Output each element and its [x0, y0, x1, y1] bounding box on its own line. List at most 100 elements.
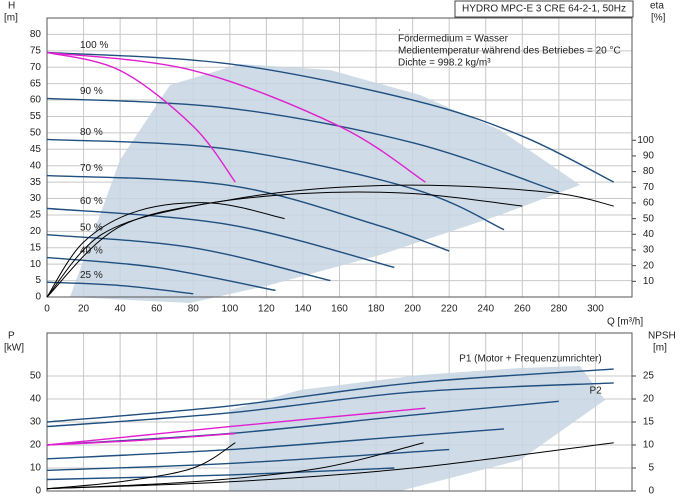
y-tick-label: 0: [35, 486, 41, 497]
y2-label: NPSH: [648, 331, 676, 342]
curve-label: 40 %: [80, 245, 103, 256]
y-label: H: [8, 1, 15, 12]
y-unit: [m]: [4, 13, 18, 24]
curve: [46, 256, 276, 292]
curve-label: 60 %: [80, 196, 103, 207]
y2-tick-label: 60: [643, 198, 655, 209]
note: .: [398, 23, 401, 34]
x-tick-label: 280: [551, 304, 568, 315]
x-tick-label: 20: [78, 304, 90, 315]
y2-tick-label: 30: [643, 245, 655, 256]
y-tick-label: 50: [30, 371, 42, 382]
y2-tick-label: 0: [648, 486, 654, 497]
y-label: P: [8, 331, 15, 342]
y-tick-label: 30: [30, 193, 42, 204]
y-tick-label: 25: [30, 210, 42, 221]
curve-label: 100 %: [80, 40, 108, 51]
y-tick-label: 80: [30, 29, 42, 40]
curve-label: 90 %: [80, 86, 103, 97]
y2-tick-label: 25: [643, 371, 655, 382]
curve: [46, 51, 236, 183]
x-tick-label: 40: [115, 304, 127, 315]
plot-frame: [46, 332, 633, 492]
y-tick-label: 75: [30, 45, 42, 56]
y-tick-label: 40: [30, 394, 42, 405]
y2-label: eta: [650, 1, 664, 12]
curve: [46, 191, 523, 298]
y2-unit: [m]: [653, 343, 667, 354]
y2-tick-label: 100: [637, 135, 654, 146]
y2-tick-label: 20: [643, 260, 655, 271]
curve-label: P2: [589, 386, 602, 397]
y2-tick-label: 80: [643, 166, 655, 177]
curve-label: P1 (Motor + Frequenzumrichter): [459, 354, 602, 365]
curve: [46, 281, 194, 295]
curve: [46, 51, 615, 183]
title-box: [454, 0, 634, 18]
x-tick-label: 200: [404, 304, 421, 315]
x-tick-label: 0: [44, 304, 50, 315]
x-label: Q [m³/h]: [607, 317, 643, 328]
x-tick-label: 300: [587, 304, 604, 315]
note: Medientemperatur während des Betriebes =…: [398, 46, 621, 57]
y-tick-label: 65: [30, 78, 42, 89]
plot-frame: [46, 17, 633, 298]
curve: [46, 428, 505, 460]
note: Dichte = 998.2 kg/m³: [398, 58, 491, 69]
curve: [46, 184, 614, 298]
y2-tick-label: 50: [643, 213, 655, 224]
y2-tick-label: 5: [648, 463, 654, 474]
chart-title: HYDRO MPC-E 3 CRE 64-2-1, 50Hz: [462, 4, 626, 15]
y-tick-label: 10: [30, 259, 42, 270]
curve: [46, 467, 395, 481]
curve: [46, 233, 331, 282]
y-tick-label: 55: [30, 111, 42, 122]
x-tick-label: 160: [331, 304, 348, 315]
y2-unit: [%]: [651, 13, 666, 24]
curve: [46, 368, 614, 423]
y-tick-label: 35: [30, 177, 42, 188]
y-tick-label: 70: [30, 62, 42, 73]
curve: [46, 174, 450, 252]
y-tick-label: 60: [30, 95, 42, 106]
curve: [46, 382, 614, 428]
x-tick-label: 240: [477, 304, 494, 315]
y2-tick-label: 90: [643, 151, 655, 162]
y-tick-label: 50: [30, 128, 42, 139]
curve: [46, 51, 426, 183]
x-tick-label: 260: [514, 304, 531, 315]
x-tick-label: 120: [258, 304, 275, 315]
curve-label: 70 %: [80, 163, 103, 174]
y2-tick-label: 20: [643, 394, 655, 405]
curve-label: 50 %: [80, 222, 103, 233]
y-tick-label: 40: [30, 160, 42, 171]
curve: [46, 202, 285, 298]
y-tick-label: 45: [30, 144, 42, 155]
curve: [46, 432, 236, 446]
y-tick-label: 20: [30, 226, 42, 237]
curve: [46, 442, 424, 490]
curve: [46, 138, 505, 231]
operating-area: [230, 366, 605, 491]
curve: [46, 442, 614, 490]
y-unit: [kW]: [4, 343, 24, 354]
curve: [46, 448, 450, 472]
x-tick-label: 180: [368, 304, 385, 315]
y-tick-label: 10: [30, 463, 42, 474]
x-tick-label: 140: [295, 304, 312, 315]
y-tick-label: 0: [35, 292, 41, 303]
curve: [46, 442, 236, 490]
y-tick-label: 30: [30, 417, 42, 428]
curve: [46, 407, 426, 446]
y2-tick-label: 10: [643, 276, 655, 287]
x-tick-label: 220: [441, 304, 458, 315]
y2-tick-label: 40: [643, 229, 655, 240]
x-tick-label: 60: [151, 304, 163, 315]
curve-label: 80 %: [80, 127, 103, 138]
y-tick-label: 5: [35, 275, 41, 286]
y2-tick-label: 15: [643, 417, 655, 428]
y-tick-label: 20: [30, 440, 42, 451]
note: Fördermedium = Wasser: [398, 34, 509, 45]
curve-label: 25 %: [80, 270, 103, 281]
